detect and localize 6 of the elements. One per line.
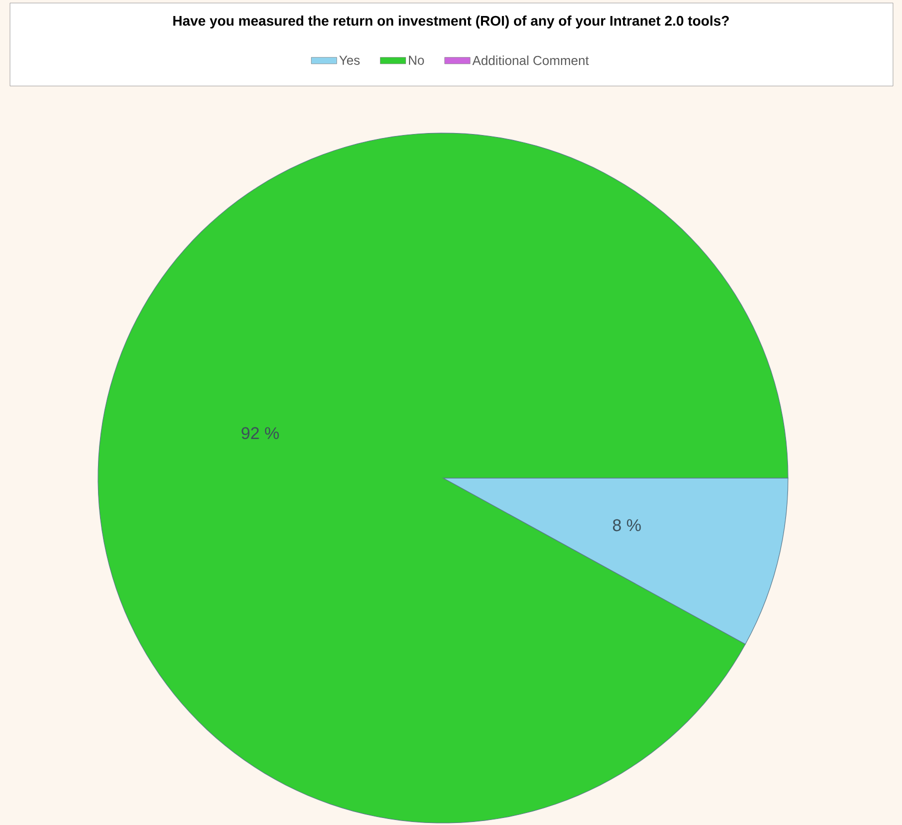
slice-label: No (409, 56, 424, 65)
chart-title: Have you measured the return on investment (ROI) of any of your Intranet 2.0 tools? (173, 16, 729, 29)
legend-label: Yes (339, 56, 360, 65)
data-label: 8 % (612, 519, 641, 532)
data-label: 92 % (242, 427, 279, 440)
legend-label: Additional Comment (472, 56, 589, 66)
